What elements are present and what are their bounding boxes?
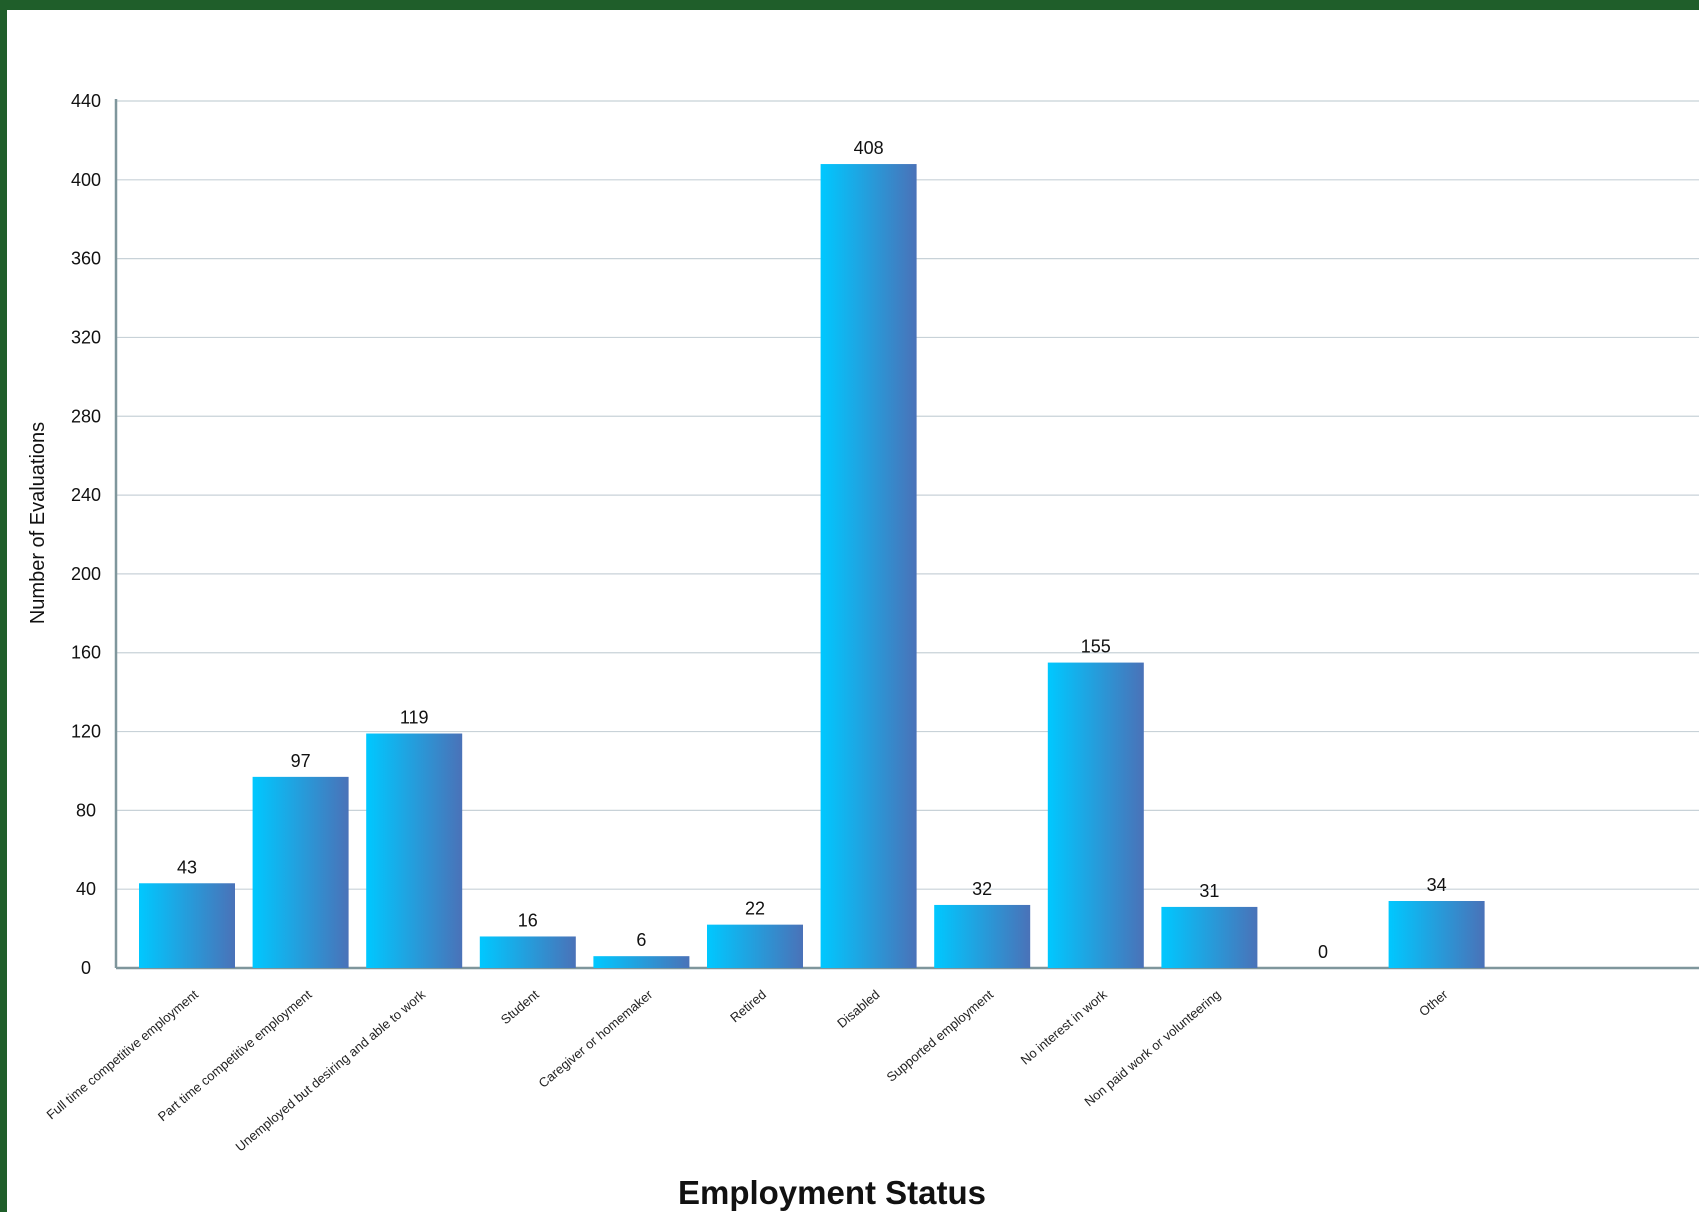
bars: [139, 164, 1485, 968]
y-tick-label: 160: [71, 643, 101, 663]
x-tick-label: Non paid work or volunteering: [1081, 987, 1223, 1110]
y-axis-title: Number of Evaluations: [27, 422, 49, 624]
y-tick-label: 240: [71, 485, 101, 505]
x-axis-title: Employment Status: [678, 1174, 986, 1211]
data-label: 34: [1427, 875, 1447, 895]
data-label: 408: [854, 138, 884, 158]
data-label: 16: [518, 910, 538, 930]
x-tick-label: No interest in work: [1018, 986, 1110, 1067]
bar: [707, 924, 803, 968]
y-tick-label: 0: [81, 958, 91, 978]
y-tick-label: 440: [71, 91, 101, 111]
y-tick-label: 120: [71, 722, 101, 742]
y-tick-label: 280: [71, 406, 101, 426]
bar: [820, 164, 917, 968]
bar: [1388, 901, 1485, 968]
bar: [479, 936, 576, 968]
bar: [593, 956, 690, 968]
data-label: 43: [177, 857, 197, 877]
y-tick-label: 400: [71, 170, 101, 190]
x-tick-label: Retired: [727, 987, 769, 1025]
data-label: 119: [400, 708, 429, 728]
x-tick-label: Student: [498, 987, 542, 1028]
bar: [1161, 906, 1258, 968]
x-tick-label: Caregiver or homemaker: [536, 986, 656, 1090]
data-label: 22: [745, 899, 765, 919]
data-label: 32: [972, 879, 992, 899]
data-label: 0: [1318, 942, 1328, 962]
y-tick-label: 320: [71, 327, 101, 347]
x-tick-label: Disabled: [834, 987, 882, 1031]
bar: [366, 733, 463, 968]
x-tick-label: Supported employment: [884, 987, 997, 1085]
y-tick-label: 80: [76, 800, 96, 820]
bar: [139, 883, 235, 968]
y-tick-label: 200: [71, 564, 101, 584]
x-tick-label: Other: [1416, 986, 1451, 1019]
x-tick-label: Unemployed but desiring and able to work: [232, 986, 428, 1154]
bar: [252, 776, 349, 968]
data-label: 97: [291, 751, 311, 771]
bar: [1047, 662, 1144, 968]
y-tick-label: 40: [76, 879, 96, 899]
data-label: 31: [1199, 881, 1219, 901]
data-label: 6: [636, 930, 646, 950]
data-label: 155: [1081, 637, 1111, 657]
y-tick-label: 360: [71, 249, 101, 269]
bar: [934, 904, 1031, 968]
